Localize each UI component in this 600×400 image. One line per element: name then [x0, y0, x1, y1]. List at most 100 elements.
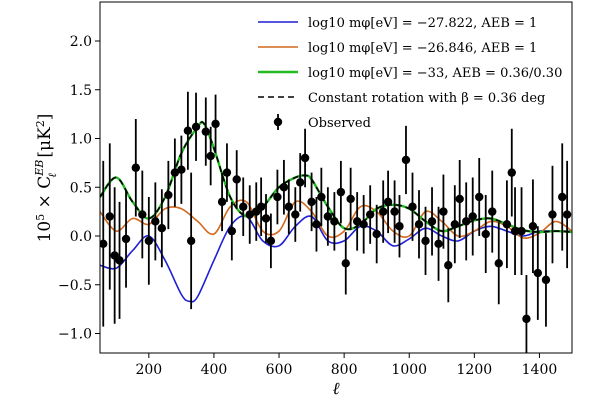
observed-point — [462, 182, 471, 261]
y-tick-label: 1.5 — [70, 83, 92, 99]
observed-point — [211, 94, 220, 154]
data-point — [177, 165, 186, 174]
data-point — [232, 175, 241, 184]
data-point — [517, 226, 526, 236]
data-point — [295, 178, 305, 187]
data-point — [164, 190, 173, 200]
data-point — [427, 217, 437, 226]
observed-point — [317, 167, 326, 227]
observed-point — [239, 177, 248, 236]
observed-point — [481, 195, 490, 274]
data-point — [444, 261, 453, 270]
observed-point — [548, 165, 557, 264]
data-point — [450, 220, 460, 229]
observed-point — [390, 180, 399, 243]
data-point — [121, 234, 131, 244]
x-tick-label: 400 — [201, 362, 228, 378]
data-point — [206, 151, 215, 161]
observed-point — [232, 150, 241, 209]
observed-point — [562, 160, 572, 269]
data-point — [541, 275, 551, 285]
data-point — [186, 236, 196, 246]
observed-point — [414, 190, 424, 259]
observed-point — [541, 233, 551, 327]
data-point — [157, 224, 167, 233]
observed-point — [341, 232, 350, 295]
data-point — [390, 207, 399, 216]
data-point — [562, 210, 572, 219]
data-point — [227, 226, 237, 236]
data-point — [352, 217, 362, 226]
observed-point — [455, 159, 464, 238]
observed-point — [284, 179, 293, 235]
y-axis-label: 105 × CEBℓ [μK2] — [33, 114, 59, 243]
x-axis-label: ℓ — [332, 379, 339, 399]
data-point — [115, 256, 124, 265]
data-point — [383, 197, 393, 207]
data-point — [528, 222, 538, 231]
data-point — [522, 314, 531, 324]
observed-point — [144, 197, 154, 285]
data-point — [144, 236, 154, 246]
observed-point — [488, 170, 497, 253]
observed-point — [450, 185, 460, 264]
observed-point — [273, 169, 282, 225]
legend-label-2: log10 mφ[eV] = −26.846, AEB = 1 — [308, 41, 537, 56]
observed-point — [330, 192, 339, 251]
observed-point — [100, 160, 108, 327]
observed-point — [164, 160, 173, 230]
observed-point — [191, 92, 201, 161]
observed-points — [100, 91, 572, 353]
data-point — [421, 236, 430, 246]
data-point — [475, 192, 484, 202]
data-point — [284, 202, 293, 211]
observed-point — [323, 187, 333, 246]
ylabel-sub: ℓ — [46, 173, 59, 178]
observed-point — [494, 222, 503, 305]
legend-label-observed: Observed — [308, 116, 371, 131]
y-tick-label: −0.5 — [58, 278, 92, 294]
data-point — [507, 168, 516, 177]
data-point — [502, 220, 512, 229]
legend-label-4: Constant rotation with β = 0.36 deg — [308, 91, 545, 106]
data-point — [256, 202, 266, 211]
data-point — [481, 229, 490, 239]
observed-point — [307, 172, 316, 232]
observed-point — [383, 170, 393, 234]
data-point — [414, 220, 424, 229]
observed-point — [421, 206, 430, 275]
observed-point — [170, 138, 180, 207]
data-point — [273, 192, 282, 202]
data-point — [510, 226, 520, 236]
observed-point — [261, 194, 271, 243]
x-tick-label: 200 — [135, 362, 162, 378]
observed-point — [401, 125, 411, 195]
data-point — [151, 217, 160, 226]
observed-point — [528, 179, 538, 274]
data-point — [439, 207, 448, 216]
observed-point — [115, 201, 124, 319]
data-point — [100, 239, 108, 248]
data-point — [170, 168, 180, 177]
y-axis: −1.0 −0.5 0.0 0.5 1.0 1.5 2.0 — [58, 34, 100, 343]
observed-point — [151, 182, 160, 261]
data-point — [359, 220, 368, 229]
observed-point — [359, 195, 368, 254]
data-point — [365, 210, 375, 219]
observed-point — [183, 91, 193, 170]
observed-point — [558, 143, 567, 251]
series-line-3 — [100, 120, 572, 234]
observed-point — [346, 167, 355, 231]
observed-point — [510, 187, 520, 275]
observed-point — [291, 187, 300, 242]
data-point — [312, 220, 321, 229]
plot-frame — [99, 1, 573, 354]
data-point — [330, 217, 339, 226]
data-point — [131, 163, 141, 172]
data-point — [307, 197, 316, 207]
y-tick-label: 0.0 — [70, 229, 92, 245]
observed-point — [444, 228, 453, 303]
data-point — [323, 212, 333, 221]
observed-point — [222, 143, 232, 202]
observed-point — [186, 172, 196, 310]
